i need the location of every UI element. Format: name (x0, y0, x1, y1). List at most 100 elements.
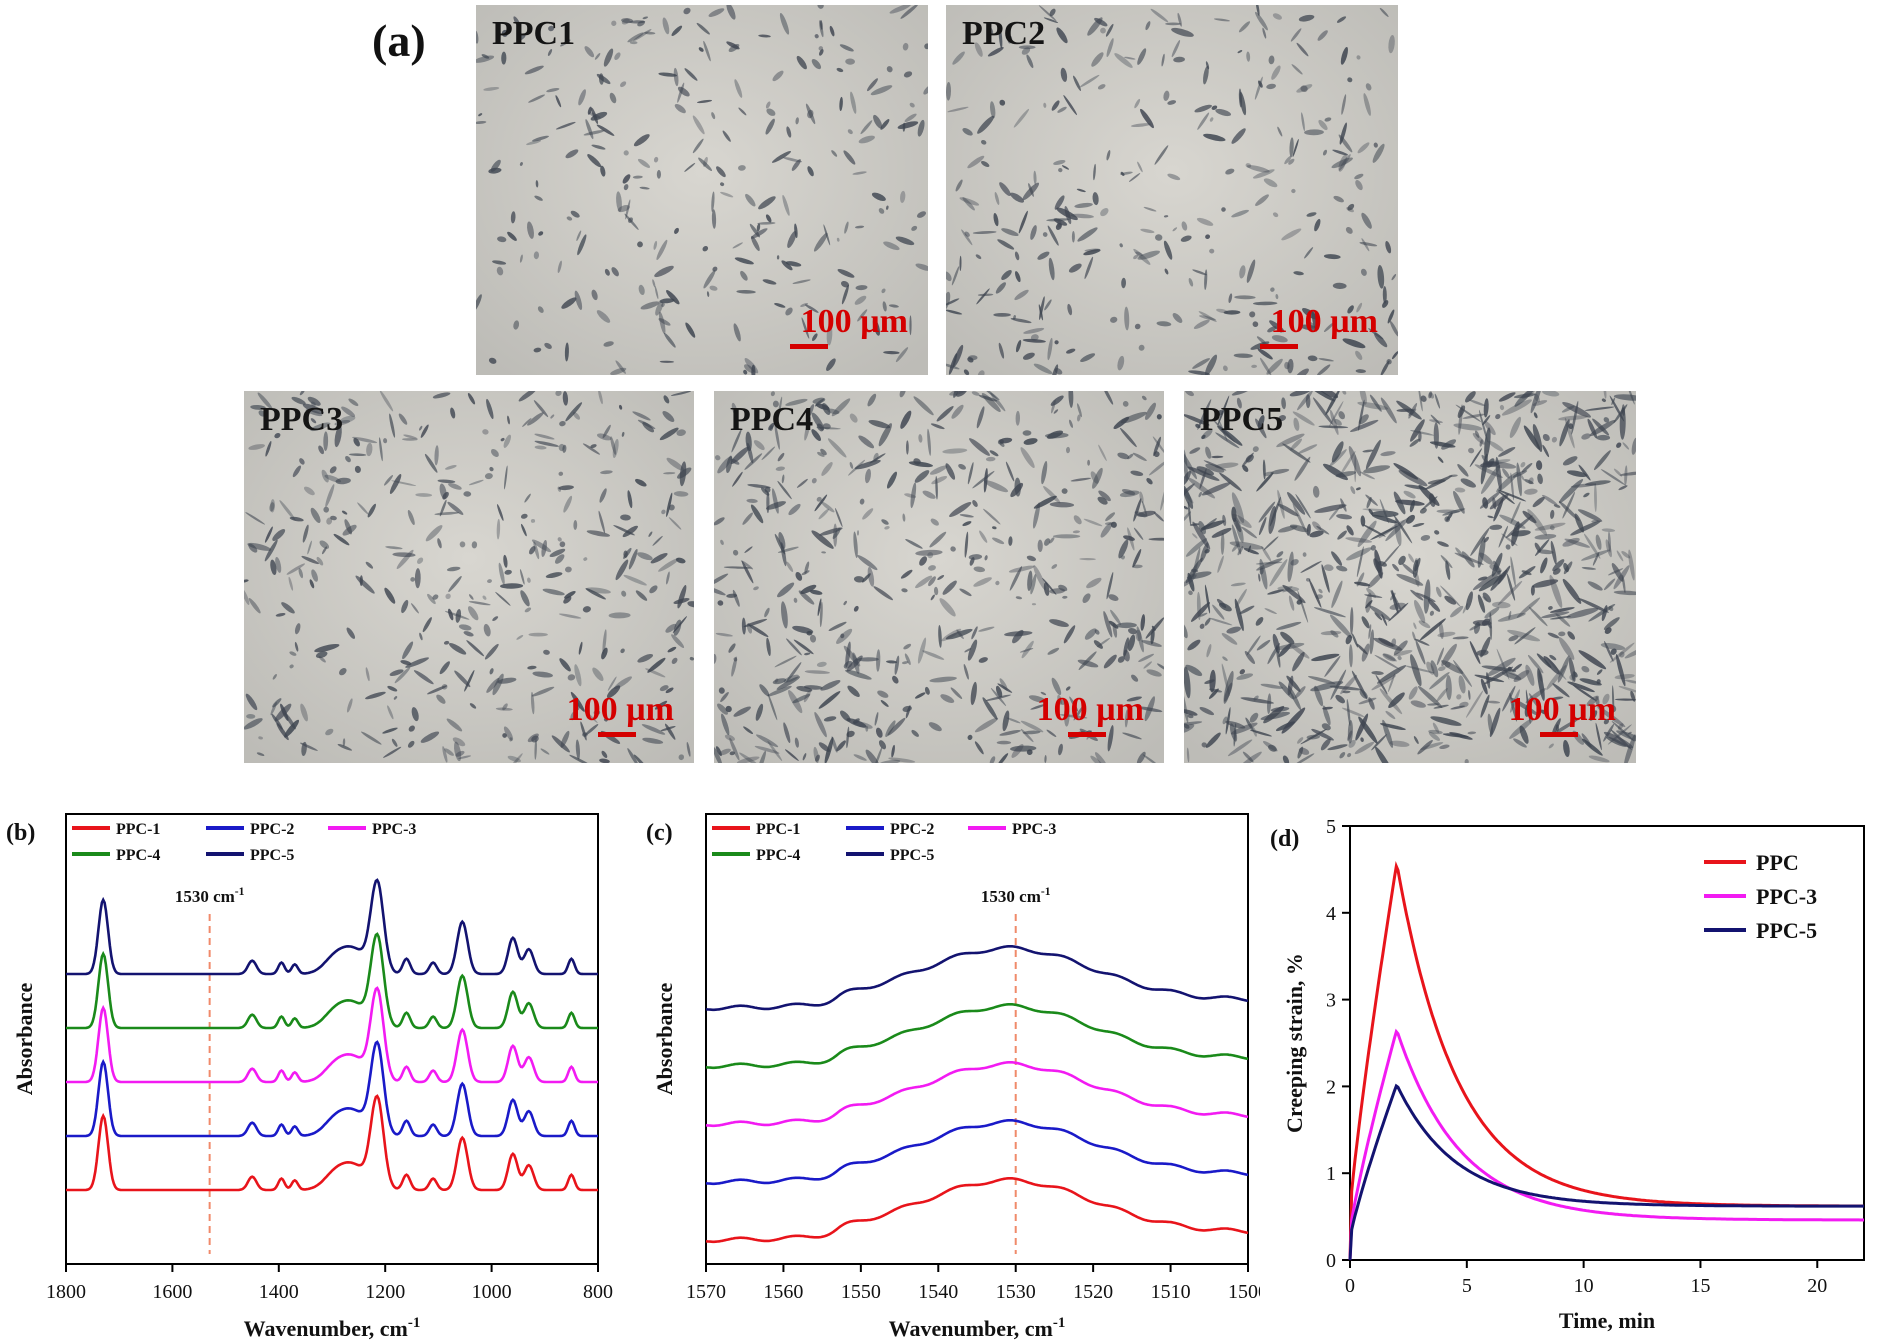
micrograph-ppc3: PPC3 100 µm (244, 391, 694, 763)
particle (1091, 52, 1104, 67)
particle (289, 651, 297, 656)
particle (1558, 637, 1575, 660)
particle (777, 582, 795, 598)
particle (1510, 697, 1540, 717)
particle (962, 197, 975, 211)
particle (1184, 449, 1189, 482)
particle (662, 411, 675, 422)
particle (1389, 740, 1410, 747)
particle (1614, 673, 1635, 680)
particle (1227, 739, 1253, 757)
particle (817, 5, 824, 9)
particle (865, 468, 871, 484)
particle (1428, 729, 1443, 735)
particle (1588, 603, 1616, 622)
particle (614, 52, 621, 61)
particle (933, 586, 939, 596)
particle (1346, 547, 1372, 561)
particle (292, 465, 302, 478)
particle (785, 398, 808, 406)
particle (1323, 463, 1348, 481)
particle (495, 591, 511, 606)
particle (1427, 479, 1446, 485)
particle (968, 355, 978, 361)
particle (1458, 404, 1463, 435)
particle (1359, 689, 1368, 699)
particle (978, 626, 995, 632)
particle (1171, 27, 1194, 37)
particle (565, 566, 572, 573)
particle (564, 590, 576, 599)
particle (275, 556, 282, 573)
particle (1329, 449, 1347, 467)
particle (816, 661, 827, 668)
particle (1137, 250, 1160, 260)
particle (1437, 456, 1444, 463)
particle (1628, 549, 1635, 581)
particle (271, 713, 283, 730)
particle (656, 239, 668, 261)
particle (836, 67, 844, 73)
particle (463, 631, 474, 637)
micrograph-label: PPC5 (1200, 401, 1284, 438)
particle (1474, 430, 1480, 438)
particle (927, 428, 932, 456)
particle (1374, 612, 1383, 621)
particle (987, 26, 994, 35)
particle (1492, 601, 1511, 609)
particle (365, 561, 374, 569)
particle (1525, 688, 1546, 704)
particle (1203, 65, 1209, 85)
particle (1204, 354, 1218, 375)
particle (732, 242, 743, 249)
particle (417, 557, 424, 564)
particle (1566, 470, 1588, 477)
particle (756, 734, 779, 748)
particle (1249, 729, 1272, 737)
particle (1542, 494, 1558, 506)
particle (872, 318, 881, 336)
particle (1551, 718, 1561, 736)
particle (432, 392, 451, 399)
particle (1187, 714, 1194, 719)
particle (1200, 542, 1209, 563)
particle (383, 746, 402, 758)
particle (299, 458, 305, 465)
particle (543, 649, 550, 655)
particle (873, 586, 894, 601)
particle (603, 341, 614, 347)
particle (1596, 669, 1603, 675)
x-tick-label: 10 (1574, 1275, 1594, 1297)
particle (1049, 537, 1055, 544)
particle (558, 471, 564, 476)
particle (1380, 397, 1397, 424)
particle (841, 284, 849, 305)
particle (1262, 27, 1267, 39)
particle (1570, 520, 1601, 536)
particle (1347, 305, 1354, 314)
series-line-ppc-4 (705, 1003, 1249, 1070)
particle (1516, 462, 1522, 497)
particle (476, 30, 479, 44)
particle (1358, 716, 1378, 744)
particle (443, 640, 450, 645)
plot-frame (1349, 825, 1865, 1261)
particle (786, 126, 792, 138)
particle (533, 347, 542, 353)
particle (1245, 163, 1252, 168)
particle (503, 434, 512, 448)
particle (1592, 551, 1600, 566)
legend-label: PPC-4 (116, 847, 160, 864)
particle (387, 685, 398, 692)
particle (245, 512, 266, 525)
particle (1341, 707, 1365, 718)
particle (392, 552, 416, 558)
particle (1414, 638, 1430, 646)
particle (1223, 310, 1241, 315)
particle (853, 605, 859, 612)
particle (767, 693, 778, 721)
particle (382, 727, 398, 734)
particle (245, 693, 258, 711)
particle (1023, 438, 1038, 445)
particle (352, 436, 378, 444)
